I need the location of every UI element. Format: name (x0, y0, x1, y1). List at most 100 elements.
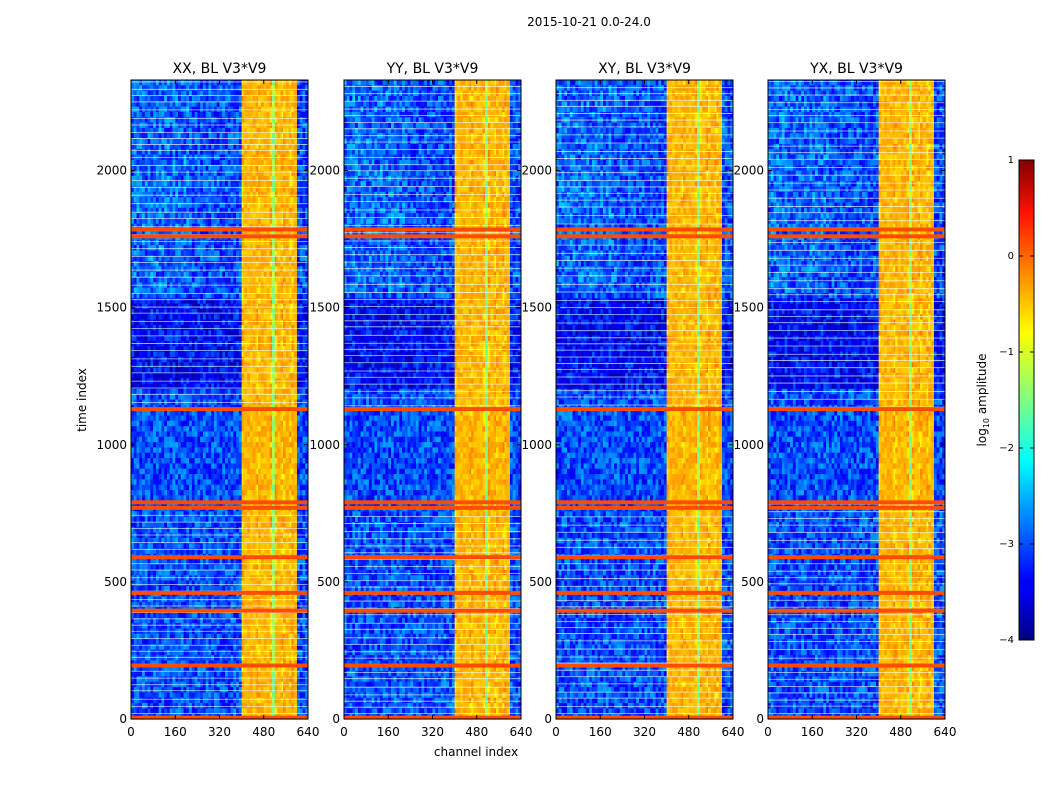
heatmap-cell (186, 181, 190, 187)
heatmap-cell (213, 431, 218, 438)
heatmap-cell (164, 308, 168, 315)
heatmap-cell (202, 175, 207, 182)
heatmap-cell (147, 442, 151, 448)
heatmap-cell (236, 431, 240, 438)
heatmap-cell (166, 277, 171, 283)
heatmap-cell (269, 474, 273, 480)
heatmap-cell (219, 229, 223, 235)
heatmap-cell (180, 298, 184, 305)
heatmap-cell (139, 410, 143, 416)
heatmap-cell (183, 239, 187, 246)
heatmap-cell (302, 95, 306, 102)
heatmap-cell (166, 474, 171, 480)
heatmap-cell (172, 410, 176, 416)
heatmap-cell (216, 127, 220, 134)
heatmap-cell (211, 383, 215, 390)
heatmap-cell (269, 431, 273, 438)
heatmap-cell (175, 271, 179, 278)
heatmap-cell (164, 250, 168, 257)
heatmap-cell (211, 111, 215, 118)
heatmap-cell (227, 90, 231, 97)
heatmap-cell (186, 90, 190, 97)
heatmap-cell (153, 245, 157, 251)
heatmap-cell (225, 133, 229, 139)
heatmap-cell (225, 202, 229, 209)
heatmap-cell (186, 335, 190, 342)
heatmap-cell (272, 266, 276, 273)
heatmap-cell (216, 186, 220, 193)
heatmap-cell (191, 133, 196, 139)
heatmap-cell (200, 207, 204, 214)
heatmap-cell (169, 143, 173, 150)
heatmap-cell (158, 165, 162, 171)
heatmap-cell (169, 356, 173, 363)
heatmap-cell (166, 229, 171, 235)
heatmap-cell (183, 458, 187, 464)
heatmap-cell (213, 218, 218, 225)
heatmap-cell (175, 165, 179, 171)
heatmap-cell (230, 479, 234, 486)
heatmap-cell (158, 85, 162, 92)
heatmap-cell (233, 133, 237, 139)
heatmap-cell (211, 277, 215, 283)
heatmap-cell (175, 218, 179, 225)
heatmap-cell (150, 277, 154, 283)
heatmap-cell (238, 175, 243, 182)
heatmap-cell (222, 250, 226, 257)
heatmap-cell (213, 213, 218, 219)
heatmap-cell (236, 362, 240, 368)
heatmap-cell (191, 239, 196, 246)
heatmap-cell (211, 95, 215, 102)
heatmap-cell (150, 245, 154, 251)
heatmap-cell (155, 149, 160, 155)
heatmap-cell (211, 388, 215, 395)
heatmap-cell (272, 447, 276, 454)
heatmap-cell (288, 197, 292, 203)
heatmap-cell (200, 133, 204, 139)
heatmap-cell (219, 197, 223, 203)
heatmap-cell (186, 362, 190, 368)
heatmap-cell (211, 287, 215, 294)
heatmap-cell (150, 181, 154, 187)
heatmap-cell (178, 362, 182, 368)
heatmap-cell (255, 383, 259, 390)
heatmap-cell (144, 447, 148, 454)
heatmap-cell (255, 213, 259, 219)
heatmap-cell (164, 191, 168, 198)
heatmap-cell (155, 356, 160, 363)
heatmap-cell (230, 324, 234, 331)
heatmap-cell (269, 138, 273, 145)
heatmap-cell (269, 490, 273, 496)
heatmap-cell (208, 143, 212, 150)
heatmap-cell (139, 138, 143, 145)
heatmap-cell (155, 186, 160, 193)
heatmap-cell (288, 255, 292, 262)
heatmap-cell (238, 335, 243, 342)
heatmap-cell (269, 335, 273, 342)
heatmap-cell (164, 452, 168, 459)
heatmap-cell (302, 202, 306, 209)
heatmap-cell (155, 127, 160, 134)
heatmap-cell (216, 85, 220, 92)
heatmap-cell (142, 324, 146, 331)
heatmap-cell (288, 229, 292, 235)
heatmap-cell (186, 85, 190, 92)
heatmap-cell (216, 159, 220, 166)
heatmap-cell (305, 266, 309, 273)
heatmap-cell (219, 261, 223, 267)
heatmap-cell (238, 202, 243, 209)
heatmap-cell (222, 181, 226, 187)
heatmap-cell (238, 271, 243, 278)
heatmap-cell (155, 170, 160, 177)
heatmap-cell (238, 186, 243, 193)
heatmap-cell (147, 388, 151, 395)
heatmap-cell (175, 436, 179, 443)
heatmap-cell (133, 463, 137, 470)
heatmap-cell (169, 197, 173, 203)
heatmap-cell (236, 442, 240, 448)
heatmap-cell (236, 133, 240, 139)
heatmap-cell (280, 324, 284, 331)
heatmap-cell (175, 122, 179, 129)
heatmap-cell (205, 239, 209, 246)
heatmap-cell (222, 202, 226, 209)
